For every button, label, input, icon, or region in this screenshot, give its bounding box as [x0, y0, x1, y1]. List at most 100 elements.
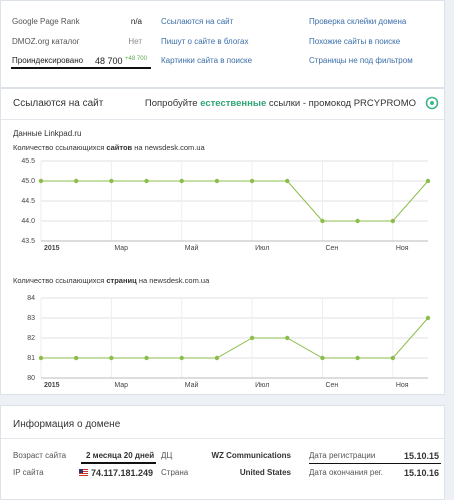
info-label: IP сайта	[13, 468, 44, 477]
metric-value: Нет	[128, 37, 142, 46]
metric-label: Google Page Rank	[12, 17, 80, 26]
panel-title: Ссылаются на сайт	[13, 98, 104, 109]
data-point	[38, 178, 44, 184]
data-point	[109, 178, 114, 184]
x-tick-label: Сен	[325, 245, 338, 252]
info-value: 15.10.15	[403, 451, 439, 461]
promo-highlight: естественные	[200, 98, 267, 109]
x-tick-label: Май	[185, 381, 199, 389]
x-tick-label: Июл	[255, 382, 269, 389]
y-tick-label: 44.0	[21, 218, 35, 225]
y-tick-label: 80	[27, 375, 35, 382]
domain-panel: Информация о домене Возраст сайта 2 меся…	[0, 405, 445, 500]
info-value: 15.10.16	[403, 468, 439, 478]
underline	[11, 67, 151, 69]
x-tick-label: Мар	[114, 382, 128, 389]
data-point	[144, 355, 149, 361]
data-point	[214, 355, 220, 361]
promo-text: ссылки - промокод PRCYPROMO	[268, 98, 416, 109]
separator	[1, 438, 444, 439]
data-point	[285, 335, 290, 341]
info-value: 2 месяца 20 дней	[86, 451, 155, 460]
x-tick-label: Ноя	[396, 245, 409, 252]
y-tick-label: 83	[27, 315, 35, 322]
link[interactable]: Картинки сайта в поиске	[161, 56, 253, 65]
data-point	[355, 355, 360, 361]
y-tick-label: 45.0	[21, 178, 35, 185]
source: Данные Linkpad.ru	[13, 129, 82, 138]
y-tick-label: 44.5	[21, 198, 35, 205]
info-label: Возраст сайта	[13, 451, 67, 460]
backlinks-panel: Ссылаются на сайт Попробуйте естественны…	[0, 88, 445, 395]
summary-panel: Google Page Rank n/a DMOZ.org каталог Не…	[0, 0, 445, 88]
data-point	[425, 315, 431, 321]
link[interactable]: Похожие сайты в поиске	[309, 37, 401, 46]
title-part: страниц	[106, 276, 137, 285]
title-part: на newsdesk.com.ua	[134, 143, 205, 152]
title-part: Количество ссылающихся	[13, 276, 105, 285]
link[interactable]: Проверка склейки домена	[309, 17, 407, 26]
promo[interactable]: Попробуйте естественные ссылки - промоко…	[145, 98, 416, 109]
x-tick-label: Май	[185, 244, 199, 252]
metric-label: DMOZ.org каталог	[12, 37, 80, 46]
data-point	[390, 355, 396, 361]
data-line	[41, 180, 429, 222]
chart-title: Количество ссылающихся страниц на newsde…	[13, 276, 209, 285]
title-part: на newsdesk.com.ua	[138, 276, 210, 285]
title-part: сайтов	[106, 143, 133, 152]
data-point	[320, 355, 325, 361]
link[interactable]: Пишут о сайте в блогах	[161, 37, 249, 46]
data-point	[73, 355, 79, 361]
data-point	[390, 218, 396, 224]
data-point	[425, 178, 431, 184]
info-label: ДЦ	[161, 451, 173, 460]
data-point	[320, 218, 325, 224]
promo-icon	[425, 96, 439, 110]
x-tick-label: 2015	[44, 382, 60, 389]
y-tick-label: 81	[27, 355, 35, 362]
y-tick-label: 45.5	[21, 158, 35, 165]
chart: 80 81 82 83 84 2015 Мар Май Июл Сен Ноя	[27, 295, 431, 389]
data-line	[41, 317, 429, 359]
x-tick-label: Мар	[114, 245, 128, 252]
info-label: Дата окончания рег.	[309, 468, 383, 477]
y-tick-label: 84	[27, 295, 35, 302]
x-tick-label: Ноя	[396, 382, 409, 389]
flag-icon	[79, 469, 88, 476]
indexed-value: 48 700	[95, 56, 123, 66]
separator	[1, 119, 444, 120]
data-point	[355, 218, 360, 224]
y-tick-label: 43.5	[21, 238, 35, 245]
underline	[81, 462, 156, 464]
metric-value: n/a	[130, 17, 142, 26]
y-tick-label: 82	[27, 335, 35, 342]
x-tick-label: 2015	[44, 245, 60, 252]
data-point	[38, 355, 44, 361]
data-point	[73, 178, 79, 184]
promo-text: Попробуйте	[144, 98, 198, 109]
info-label: Дата регистрации	[309, 451, 376, 460]
chart: 43.5 44.0 44.5 45.0 45.5 2015 Мар Май Июл Сен Ноя	[21, 158, 431, 252]
data-point	[214, 178, 220, 184]
link[interactable]: Ссылаются на сайт	[161, 17, 234, 26]
title-part: Количество ссылающихся	[13, 143, 105, 152]
data-point	[179, 178, 184, 184]
chart-title: Количество ссылающихся сайтов на newsdes…	[13, 143, 205, 152]
metric-label: Проиндексировано	[12, 56, 84, 65]
panel-title: Информация о домене	[13, 419, 121, 430]
metric-value: 48 700 +48 700	[95, 56, 147, 66]
data-point	[144, 178, 149, 184]
info-value: 74.117.181.249	[91, 468, 154, 478]
link[interactable]: Страницы не под фильтром	[309, 56, 413, 65]
info-label: Страна	[161, 468, 189, 477]
info-value: WZ Communications	[211, 451, 291, 460]
data-point	[285, 178, 290, 184]
indexed-change: +48 700	[125, 56, 147, 62]
x-tick-label: Июл	[255, 245, 269, 252]
data-point	[109, 355, 114, 361]
data-point	[249, 178, 255, 184]
data-point	[249, 335, 255, 341]
data-point	[179, 355, 184, 361]
